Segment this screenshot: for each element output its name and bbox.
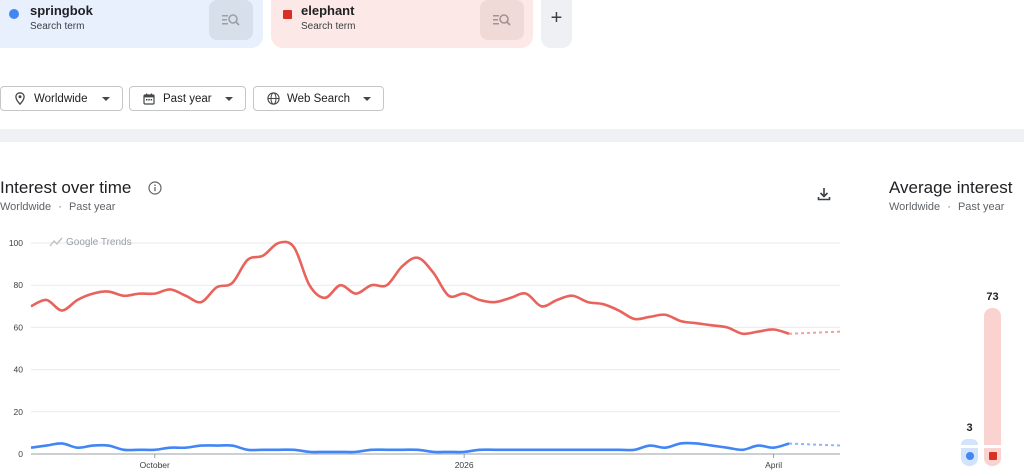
y-tick-label: 80: [14, 280, 24, 290]
term-card-springbok[interactable]: springbok Search term: [0, 0, 263, 48]
term-subtitle: Search term: [30, 21, 85, 32]
x-tick-label: April: [765, 460, 782, 470]
search-list-icon: [493, 14, 511, 26]
chart-grid: [31, 242, 840, 455]
x-axis-ticks: October2026AprilJuly: [140, 454, 782, 470]
subtitle-region: Worldwide: [889, 201, 941, 213]
download-icon[interactable]: [816, 186, 832, 202]
search-property-dropdown[interactable]: Web Search: [253, 86, 384, 111]
term-subtitle: Search term: [301, 21, 356, 32]
chevron-down-icon: [225, 96, 233, 101]
add-comparison-button[interactable]: +: [541, 0, 572, 48]
series-projection-springbok: [789, 442, 841, 447]
average-subtitle: Worldwide · Past year: [889, 201, 1004, 213]
springbok-dot-icon: [966, 452, 974, 460]
watermark-text: Google Trends: [66, 237, 132, 248]
term-name: springbok: [30, 3, 93, 18]
search-compare-button[interactable]: [480, 0, 524, 40]
series-line-springbok: [30, 441, 790, 454]
y-tick-label: 0: [18, 449, 23, 459]
globe-icon: [266, 92, 280, 106]
interest-over-time-title: Interest over time: [0, 178, 132, 197]
x-tick-label: October: [140, 460, 170, 470]
elephant-square-icon: [283, 10, 292, 19]
search-list-icon: [222, 14, 240, 26]
search-compare-button[interactable]: [209, 0, 253, 40]
interest-line-chart: 0 20 40 60 80 100 Google Trends October 2026 Ap…: [9, 237, 841, 470]
info-icon[interactable]: [148, 181, 162, 195]
y-tick-label: 60: [14, 322, 24, 332]
series-line-elephant: [30, 240, 790, 336]
elephant-square-icon: [989, 452, 997, 460]
google-trends-watermark: Google Trends: [49, 237, 132, 248]
region-label: Worldwide: [34, 92, 88, 105]
subtitle-separator: ·: [58, 201, 62, 213]
average-interest-title: Average interest: [889, 178, 1013, 197]
average-value-label: 3: [966, 422, 973, 434]
y-tick-label: 100: [9, 238, 23, 248]
time-range-label: Past year: [163, 92, 212, 105]
region-dropdown[interactable]: Worldwide: [0, 86, 123, 111]
subtitle-separator: ·: [947, 201, 951, 213]
series-projection-elephant: [789, 330, 841, 335]
search-property-label: Web Search: [287, 92, 351, 105]
interest-subtitle: Worldwide · Past year: [0, 201, 115, 213]
chevron-down-icon: [363, 96, 371, 101]
section-divider: [0, 129, 1024, 142]
term-card-elephant[interactable]: elephant Search term: [271, 0, 533, 48]
subtitle-time: Past year: [957, 201, 1005, 213]
chevron-down-icon: [102, 96, 110, 101]
location-pin-icon: [13, 92, 27, 106]
springbok-dot-icon: [9, 9, 19, 19]
chart-series: [30, 240, 841, 454]
subtitle-time: Past year: [68, 201, 116, 213]
average-bar-elephant: [984, 308, 1001, 445]
average-bar-springbok: [961, 439, 978, 445]
subtitle-region: Worldwide: [0, 201, 52, 213]
time-range-dropdown[interactable]: Past year: [129, 86, 246, 111]
y-axis-ticks: 0 20 40 60 80 100: [9, 238, 23, 459]
y-tick-label: 40: [14, 365, 24, 375]
x-tick-label: 2026: [455, 460, 474, 470]
average-value-label: 73: [986, 291, 999, 304]
y-tick-label: 20: [14, 407, 24, 417]
term-name: elephant: [301, 3, 355, 18]
calendar-icon: [142, 92, 156, 106]
